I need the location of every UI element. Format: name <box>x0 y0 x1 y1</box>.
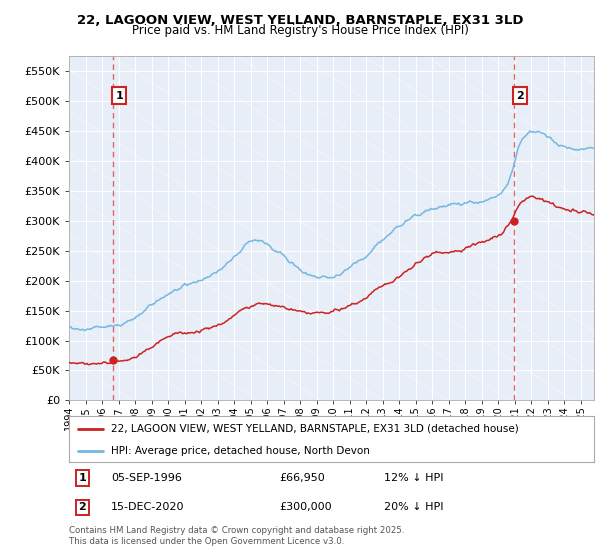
Text: £300,000: £300,000 <box>279 502 332 512</box>
Text: £66,950: £66,950 <box>279 473 325 483</box>
Text: 1: 1 <box>116 91 124 101</box>
Text: 05-SEP-1996: 05-SEP-1996 <box>111 473 182 483</box>
Text: 15-DEC-2020: 15-DEC-2020 <box>111 502 185 512</box>
Text: Contains HM Land Registry data © Crown copyright and database right 2025.
This d: Contains HM Land Registry data © Crown c… <box>69 526 404 546</box>
Text: 22, LAGOON VIEW, WEST YELLAND, BARNSTAPLE, EX31 3LD (detached house): 22, LAGOON VIEW, WEST YELLAND, BARNSTAPL… <box>111 424 519 434</box>
Text: Price paid vs. HM Land Registry's House Price Index (HPI): Price paid vs. HM Land Registry's House … <box>131 24 469 38</box>
Text: 12% ↓ HPI: 12% ↓ HPI <box>384 473 443 483</box>
Text: 1: 1 <box>79 473 86 483</box>
Text: 2: 2 <box>517 91 524 101</box>
Text: 20% ↓ HPI: 20% ↓ HPI <box>384 502 443 512</box>
Text: 2: 2 <box>79 502 86 512</box>
Text: HPI: Average price, detached house, North Devon: HPI: Average price, detached house, Nort… <box>111 446 370 455</box>
Text: 22, LAGOON VIEW, WEST YELLAND, BARNSTAPLE, EX31 3LD: 22, LAGOON VIEW, WEST YELLAND, BARNSTAPL… <box>77 13 523 27</box>
